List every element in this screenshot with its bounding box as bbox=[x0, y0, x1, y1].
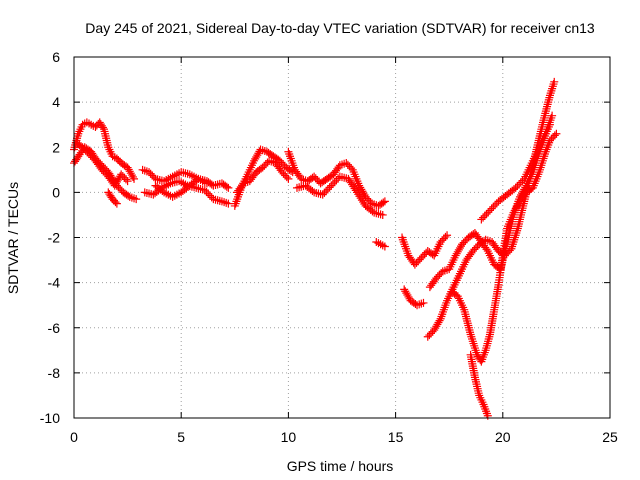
plot-frame bbox=[73, 56, 611, 419]
data-point bbox=[419, 298, 428, 307]
data-point bbox=[98, 123, 107, 132]
x-tick-label: 25 bbox=[602, 429, 618, 445]
data-point bbox=[550, 77, 559, 86]
data-point bbox=[380, 242, 389, 251]
data-point bbox=[417, 299, 426, 308]
data-point bbox=[552, 129, 561, 138]
data-point bbox=[548, 111, 557, 120]
tick-labels: 0 5 10 15 20 25 -10 -8 -6 -4 -2 0 2 4 6 bbox=[40, 49, 618, 445]
data-point bbox=[435, 316, 444, 325]
series-arc-11 bbox=[292, 172, 387, 219]
data-point bbox=[489, 202, 498, 211]
data-point bbox=[515, 180, 524, 189]
data-point bbox=[415, 300, 424, 309]
data-point bbox=[200, 186, 209, 195]
chart-title: Day 245 of 2021, Sidereal Day-to-day VTE… bbox=[85, 20, 595, 36]
series-arc-13 bbox=[398, 231, 452, 269]
data-point bbox=[545, 120, 554, 129]
data-point bbox=[284, 174, 293, 183]
data-point bbox=[334, 174, 343, 183]
data-point bbox=[487, 204, 496, 213]
data-point bbox=[325, 183, 334, 192]
data-point bbox=[368, 207, 377, 216]
data-point bbox=[204, 189, 213, 198]
y-tick-label: -2 bbox=[48, 230, 61, 246]
data-point bbox=[332, 176, 341, 185]
data-point bbox=[124, 191, 133, 200]
series-arc-14 bbox=[400, 285, 428, 310]
grid-lines bbox=[74, 57, 610, 418]
data-point bbox=[224, 199, 233, 208]
data-point bbox=[480, 211, 489, 220]
x-tick-label: 20 bbox=[495, 429, 511, 445]
series-arc-17 bbox=[447, 129, 561, 366]
data-point bbox=[112, 199, 121, 208]
data-point bbox=[479, 213, 488, 222]
data-point bbox=[330, 177, 339, 186]
data-point bbox=[327, 181, 336, 190]
data-point bbox=[222, 198, 231, 207]
x-tick-label: 0 bbox=[70, 429, 78, 445]
data-point bbox=[220, 198, 229, 207]
data-point bbox=[282, 173, 291, 182]
data-point bbox=[128, 172, 137, 181]
data-point bbox=[441, 232, 450, 241]
y-axis-label: SDTVAR / TECUs bbox=[5, 182, 21, 294]
data-point bbox=[482, 210, 491, 219]
y-tick-label: -6 bbox=[48, 320, 61, 336]
series-arc-15 bbox=[423, 77, 559, 341]
data-point bbox=[482, 245, 491, 254]
data-point bbox=[318, 190, 327, 199]
data-point bbox=[513, 182, 522, 191]
data-point bbox=[485, 206, 494, 215]
series-arc-7 bbox=[151, 174, 211, 201]
data-point bbox=[477, 215, 486, 224]
x-axis-label: GPS time / hours bbox=[287, 458, 394, 474]
series-arc-12 bbox=[372, 238, 389, 251]
data-point bbox=[443, 231, 452, 240]
y-tick-label: 0 bbox=[52, 184, 60, 200]
data-point bbox=[491, 201, 500, 210]
series-arc-3 bbox=[72, 138, 132, 190]
y-tick-label: -4 bbox=[48, 275, 61, 291]
y-tick-label: 6 bbox=[52, 49, 60, 65]
x-tick-label: 15 bbox=[388, 429, 404, 445]
data-point bbox=[222, 182, 231, 191]
data-point bbox=[378, 210, 387, 219]
data-point bbox=[202, 179, 211, 188]
data-point bbox=[328, 179, 337, 188]
data-point bbox=[111, 198, 120, 207]
data-point bbox=[379, 198, 388, 207]
x-tick-label: 10 bbox=[281, 429, 297, 445]
series-arc-1 bbox=[70, 118, 139, 183]
series-arc-9 bbox=[232, 156, 293, 197]
y-tick-label: -8 bbox=[48, 365, 61, 381]
series-arc-4 bbox=[104, 188, 121, 208]
data-point bbox=[322, 187, 331, 196]
data-point bbox=[511, 183, 520, 192]
data-point bbox=[130, 174, 139, 183]
data-point bbox=[320, 188, 329, 197]
x-tick-label: 5 bbox=[177, 429, 185, 445]
data-point bbox=[308, 187, 317, 196]
data-point bbox=[323, 185, 332, 194]
data-point bbox=[202, 187, 211, 196]
y-tick-label: -10 bbox=[40, 410, 60, 426]
data-point bbox=[123, 177, 132, 186]
y-tick-label: 2 bbox=[52, 139, 60, 155]
data-point bbox=[484, 208, 493, 217]
data-point bbox=[224, 183, 233, 192]
data-point bbox=[205, 191, 214, 200]
data-point bbox=[132, 195, 141, 204]
series-arc-19 bbox=[477, 120, 554, 224]
data-point bbox=[380, 197, 389, 206]
y-tick-label: 4 bbox=[52, 94, 60, 110]
data-point bbox=[516, 178, 525, 187]
data-point bbox=[550, 131, 559, 140]
plot-points bbox=[70, 77, 561, 420]
data-point bbox=[121, 175, 130, 184]
data-point bbox=[518, 176, 527, 185]
